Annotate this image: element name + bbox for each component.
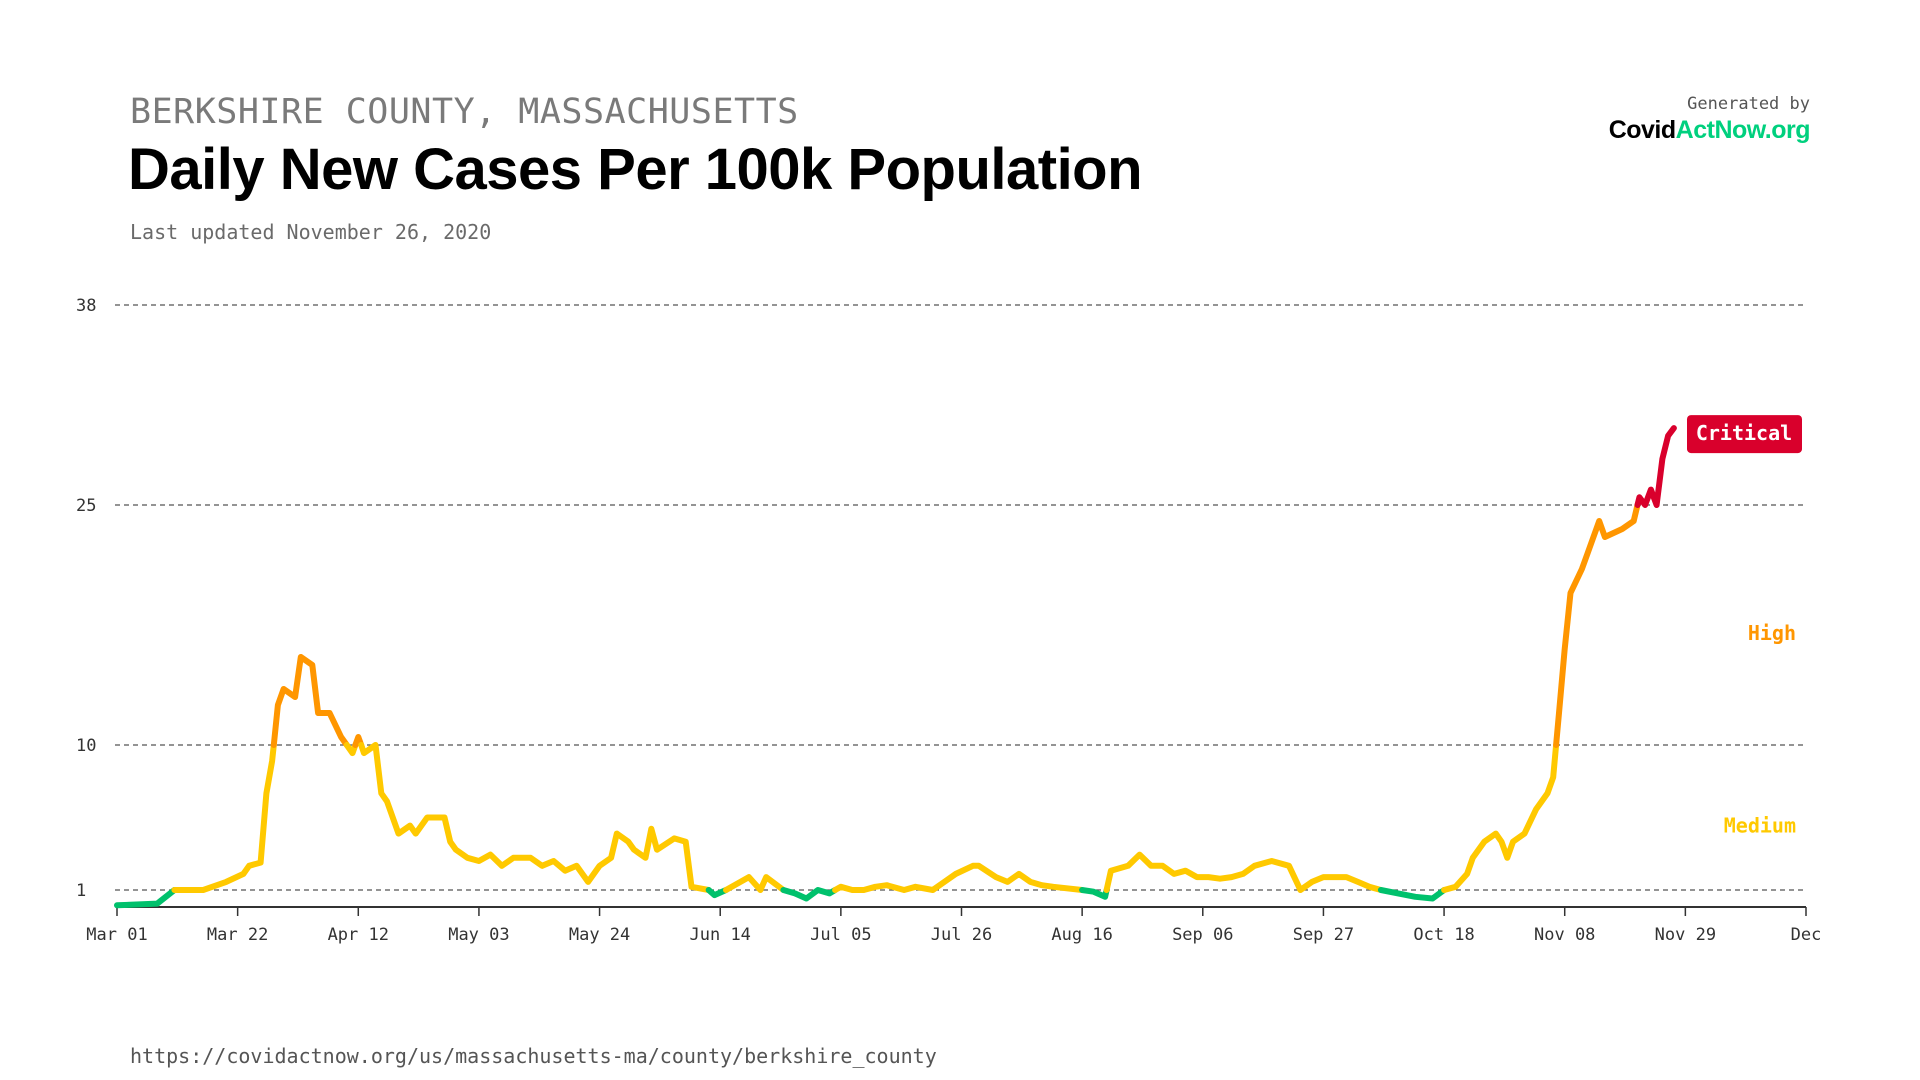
cases-line-segment [832,862,1086,893]
x-axis: Mar 01 Mar 22 Apr 12 May 03 May 24 Jun 14 Jul … [86,906,1822,945]
x-tick-label: Nov 08 [1534,925,1595,945]
x-tick-label: Mar 22 [207,925,268,945]
y-tick-label: 25 [76,496,96,516]
x-tick-label: Dec [1791,925,1822,945]
brand-name: CovidActNow.org [1608,116,1811,144]
x-tick-label: Apr 12 [328,925,389,945]
cases-line-segment [1377,887,1448,902]
x-tick-label: Sep 06 [1172,925,1233,945]
level-label-medium: Medium [1724,814,1796,838]
cases-line [114,425,1677,909]
region-label: BERKSHIRE COUNTY, MASSACHUSETTS [130,92,799,132]
brand-name-part2: ActNow.org [1675,116,1811,144]
cases-line-segment [114,887,178,909]
brand-name-part1: Covid [1608,116,1676,144]
cases-line-segment [358,742,712,893]
generated-by-label: Generated by [1687,94,1810,114]
x-tick-label: Sep 27 [1293,925,1354,945]
cases-line-segment [1079,887,1110,900]
cases-line-segment [723,874,787,893]
y-tick-label: 10 [76,736,96,756]
x-tick-label: Mar 01 [86,925,147,945]
cases-line-segment [1441,742,1560,893]
level-labels: Medium High Critical [1687,415,1802,838]
grid-lines: 1 10 25 38 [76,296,1806,901]
x-tick-label: May 03 [448,925,509,945]
covidactnow-logo[interactable]: Generated by CovidActNow.org [1608,94,1811,145]
cases-line-segment [171,742,277,893]
x-tick-label: Jul 26 [931,925,992,945]
level-label-high: High [1748,621,1796,645]
cases-line-segment [270,654,350,748]
x-tick-label: Jul 05 [810,925,871,945]
y-tick-label: 1 [76,881,86,901]
critical-badge: Critical [1687,415,1802,454]
x-tick-label: Oct 18 [1413,925,1474,945]
x-tick-label: Jun 14 [690,925,751,945]
last-updated-text: Last updated November 26, 2020 [130,220,492,244]
x-tick-label: Aug 16 [1051,925,1112,945]
critical-badge-bg [1687,415,1802,454]
source-url: https://covidactnow.org/us/massachusetts… [130,1044,937,1068]
x-tick-label: Nov 29 [1655,925,1716,945]
x-tick-label: May 24 [569,925,630,945]
chart-title: Daily New Cases Per 100k Population [128,137,1143,202]
level-label-critical: Critical [1696,421,1792,445]
cases-line-segment [780,887,839,902]
y-tick-label: 38 [76,296,96,316]
cases-line-segment [1634,425,1677,508]
cases-line-segment [705,887,729,899]
cases-line-segment [1103,851,1384,893]
cases-line-segment [1553,502,1641,748]
